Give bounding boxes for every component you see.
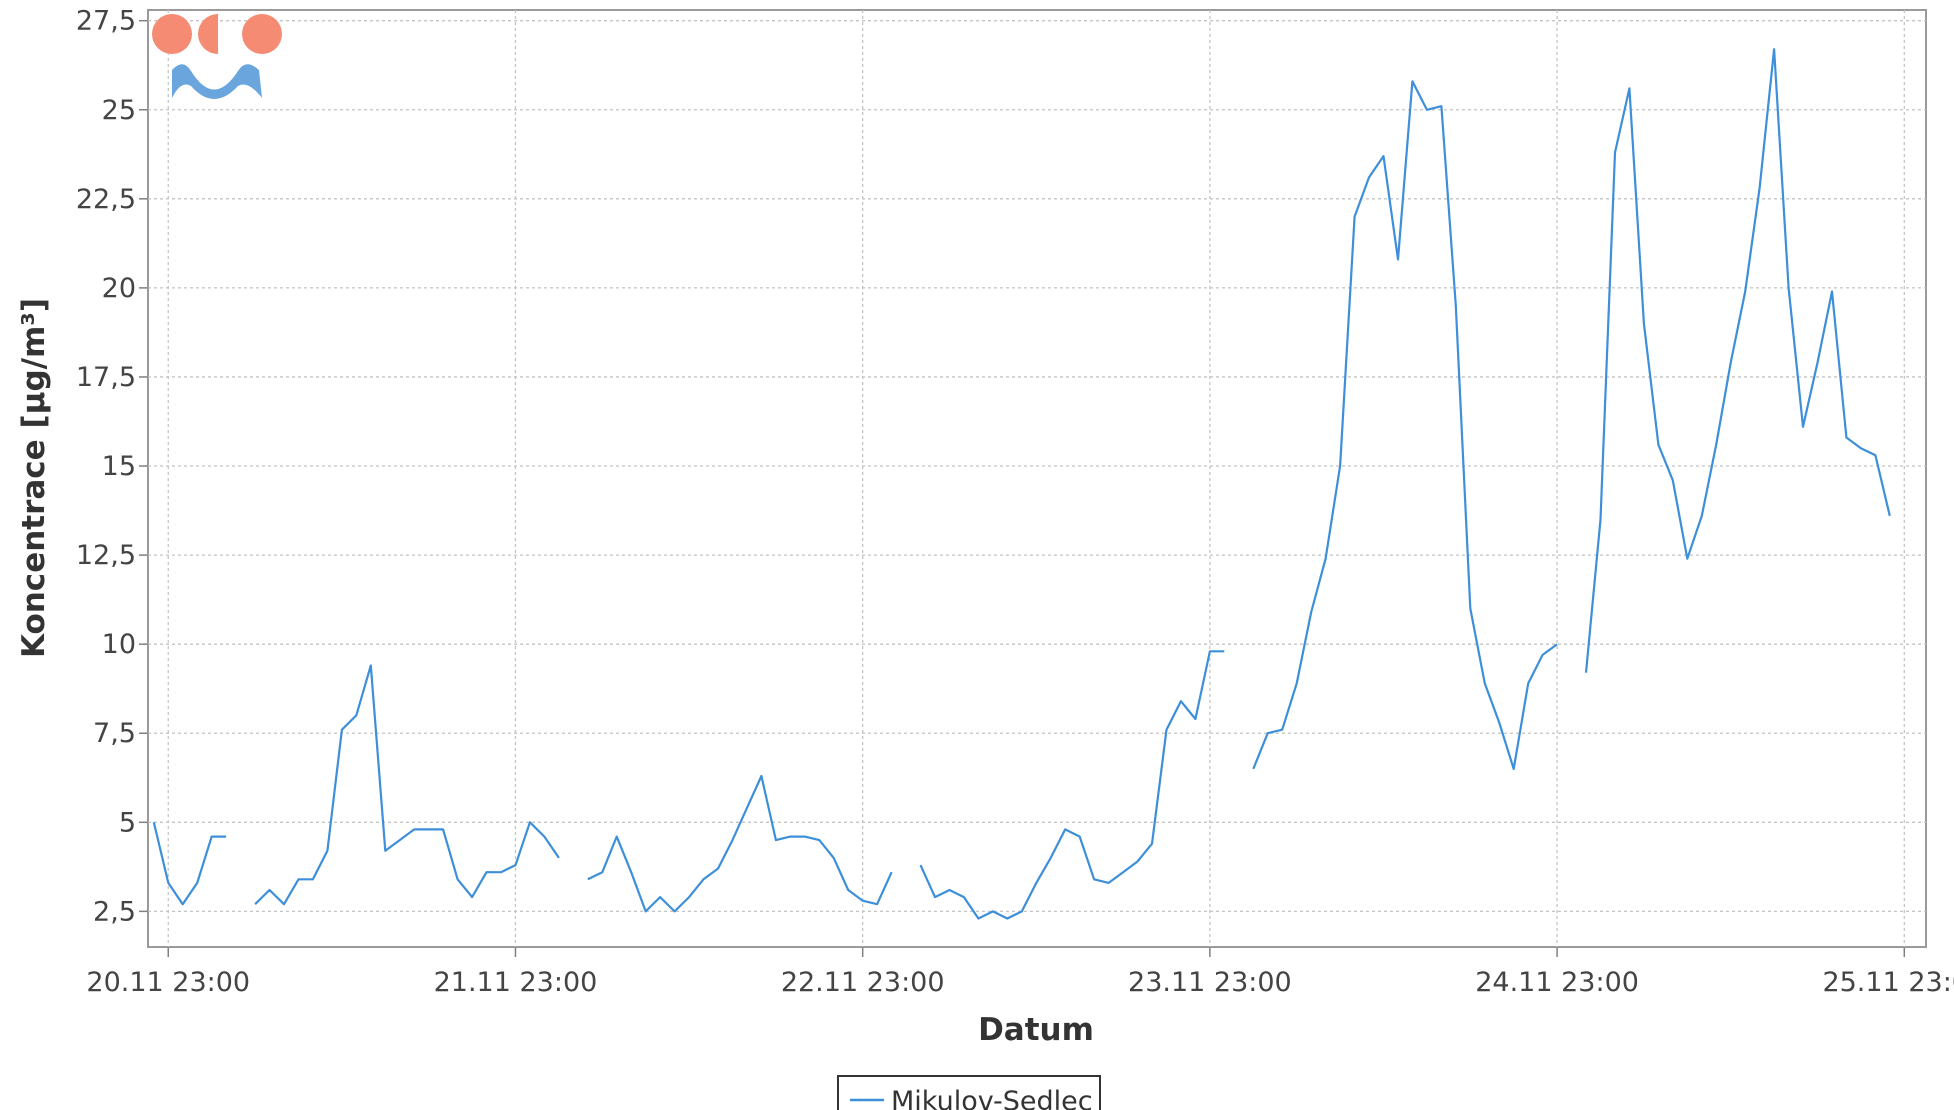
y-axis-title: Koncentrace [µg/m³]	[16, 298, 52, 658]
series-line-segment	[587, 774, 893, 913]
series-line-segment	[254, 664, 560, 906]
legend-box	[837, 1075, 1101, 1110]
y-tick-label: 20	[102, 273, 136, 304]
x-tick-label: 20.11 23:00	[86, 967, 250, 998]
x-axis-ticks: 20.11 23:00 21.11 23:00 22.11 23:00 23.11 2…	[86, 947, 1954, 998]
legend-label: Mikulov-Sedlec	[891, 1086, 1093, 1110]
grid-lines	[148, 10, 1926, 947]
x-tick-label: 25.11 23:00	[1822, 967, 1954, 998]
y-tick-label: 22,5	[76, 184, 136, 215]
series-line-segment	[1252, 80, 1558, 771]
plot-area	[147, 9, 1927, 948]
x-tick-label: 24.11 23:00	[1475, 967, 1639, 998]
y-tick-label: 7,5	[93, 718, 136, 749]
y-tick-label: 12,5	[76, 540, 136, 571]
x-tick-label: 22.11 23:00	[781, 967, 945, 998]
y-tick-label: 25	[102, 95, 136, 126]
y-tick-label: 10	[102, 629, 136, 660]
y-tick-label: 2,5	[93, 896, 136, 927]
chmi-logo	[152, 14, 282, 99]
y-tick-label: 15	[102, 451, 136, 482]
legend: Mikulov-Sedlec	[837, 1075, 1101, 1110]
x-tick-label: 23.11 23:00	[1128, 967, 1292, 998]
series-line-segment	[1584, 48, 1891, 673]
series-line-segment	[152, 822, 227, 906]
y-tick-label: 5	[119, 807, 136, 838]
y-axis-ticks: 2,5 5 7,5 10 12,5 15 17,5 20 22,5 25 27,5	[76, 6, 148, 927]
series-line-segment	[919, 650, 1225, 920]
x-tick-label: 21.11 23:00	[434, 967, 598, 998]
x-axis-title: Datum	[978, 1012, 1094, 1048]
series-layer	[152, 48, 1891, 920]
y-tick-label: 17,5	[76, 362, 136, 393]
y-tick-label: 27,5	[76, 6, 136, 37]
